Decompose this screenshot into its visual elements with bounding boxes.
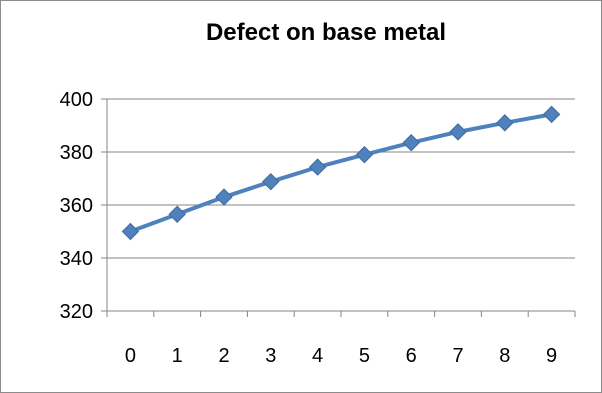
- y-tick-labels: 320 340 360 380 400: [60, 89, 93, 323]
- series-line-0: [129, 112, 552, 234]
- data-point-6: [402, 134, 420, 152]
- data-point-2: [215, 188, 233, 206]
- gridlines: [107, 98, 575, 259]
- y-tick-label-340: 340: [60, 248, 93, 270]
- x-tick-label-3: 3: [265, 345, 276, 367]
- data-point-5: [355, 145, 374, 164]
- data-point-8: [496, 114, 514, 132]
- y-tick-label-320: 320: [60, 301, 93, 323]
- data-point-3: [262, 172, 280, 191]
- data-point-9: [542, 105, 561, 124]
- data-point-7: [449, 123, 467, 141]
- chart-title: Defect on base metal: [205, 19, 447, 46]
- data-point-0: [121, 222, 140, 241]
- x-tick-label-1: 1: [172, 345, 183, 367]
- x-tick-label-6: 6: [406, 345, 417, 367]
- x-tick-label-5: 5: [359, 345, 370, 367]
- y-tick-label-360: 360: [60, 195, 93, 217]
- x-tick-label-0: 0: [125, 345, 136, 367]
- x-tick-label-7: 7: [452, 345, 463, 367]
- x-tick-label-8: 8: [499, 345, 510, 367]
- x-tick-label-9: 9: [546, 345, 557, 367]
- axes: [101, 98, 576, 317]
- y-tick-label-400: 400: [60, 89, 93, 111]
- x-tick-label-4: 4: [312, 345, 323, 367]
- data-point-1: [168, 205, 186, 223]
- series-layer: [121, 105, 561, 241]
- x-tick-label-2: 2: [218, 345, 229, 367]
- x-tick-labels: 0 1 2 3 4 5 6 7 8 9: [125, 345, 557, 367]
- data-point-4: [308, 158, 327, 176]
- y-tick-label-380: 380: [60, 142, 93, 164]
